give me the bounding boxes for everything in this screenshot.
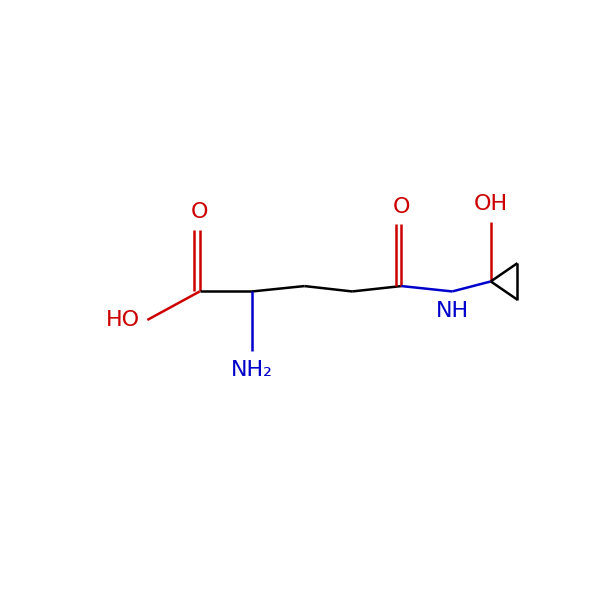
Text: OH: OH xyxy=(473,194,508,214)
Text: NH: NH xyxy=(436,301,469,320)
Text: NH₂: NH₂ xyxy=(231,360,273,380)
Text: O: O xyxy=(392,197,410,217)
Text: HO: HO xyxy=(106,310,140,330)
Text: O: O xyxy=(191,202,208,222)
